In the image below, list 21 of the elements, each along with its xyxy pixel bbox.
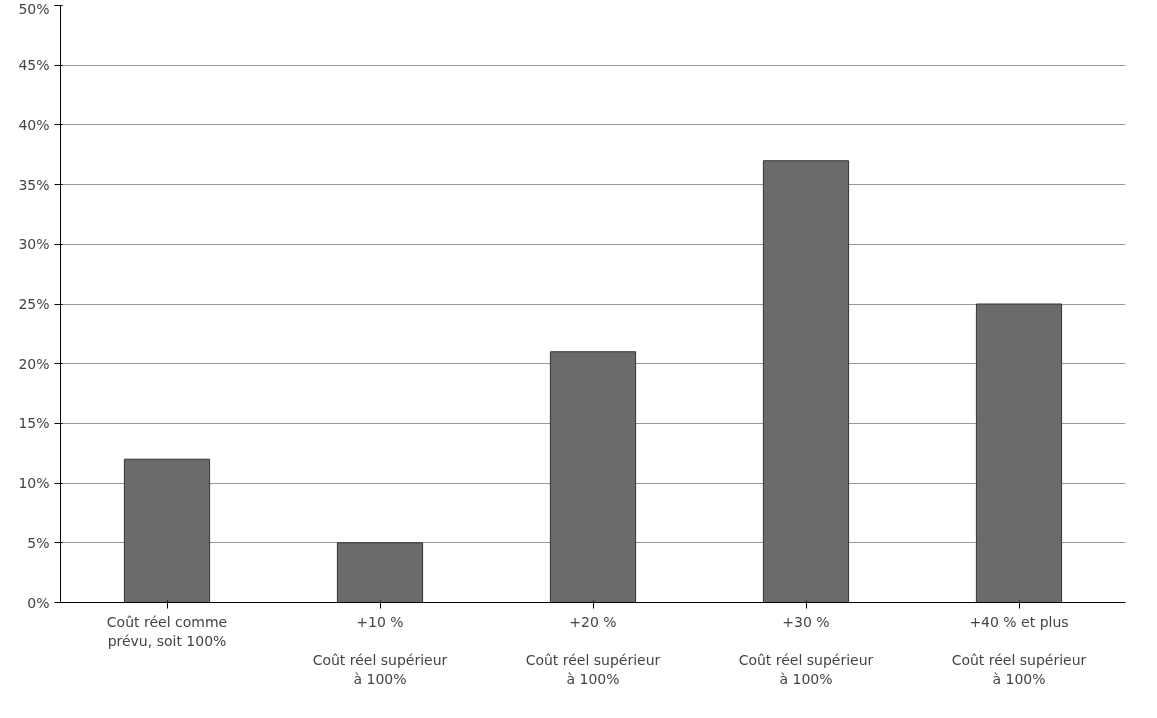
category-label: +40 % et plus Coût réel supérieur à 100% [951,613,1087,688]
y-tick-label: 40% [18,116,50,133]
bar [549,351,637,603]
y-tick-label: 0% [27,594,50,611]
y-tick-label: 25% [18,296,50,312]
category-label: +10 % Coût réel supérieur à 100% [312,613,448,688]
y-tick-label: 35% [18,176,50,193]
y-tick-label: 15% [18,415,50,432]
y-tick-label: 30% [18,236,50,253]
y-tick-label: 5% [27,534,50,551]
category-label: +20 % Coût réel supérieur à 100% [525,613,661,688]
x-tick-label: Coût réel comme prévu, soit 100% [106,613,228,649]
category-label: +30 % Coût réel supérieur à 100% [738,613,874,688]
y-tick-label: 45% [18,57,50,74]
bar [336,542,424,603]
y-tick-label: 20% [18,355,50,372]
bar [123,458,211,603]
bar [975,303,1063,603]
y-tick-label: 50% [18,0,50,17]
y-tick-label: 10% [18,475,50,492]
bar [762,160,850,603]
